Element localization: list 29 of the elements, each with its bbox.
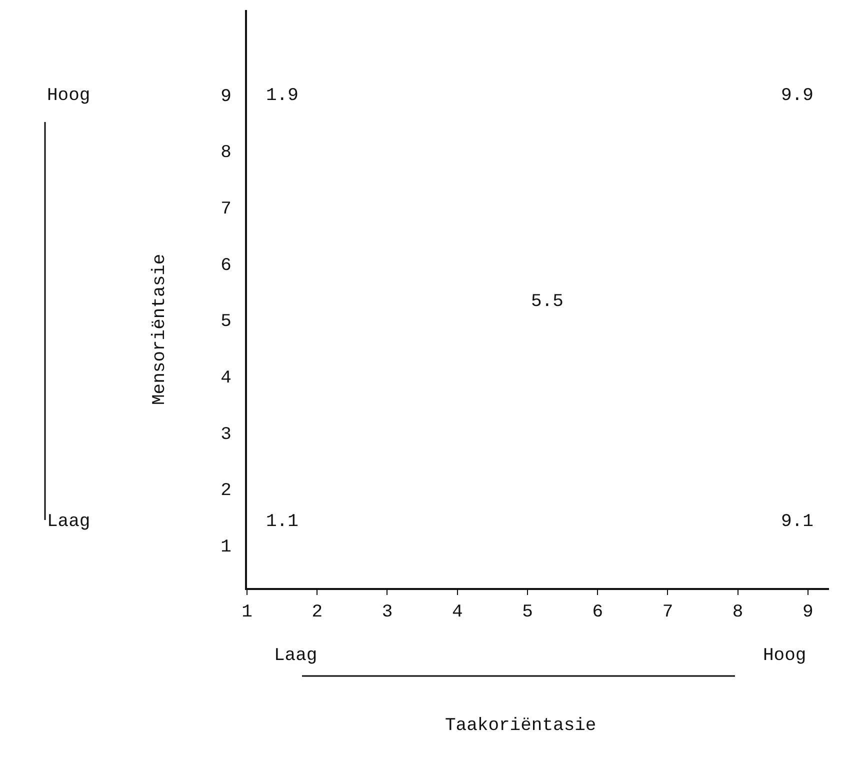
x-tick-label: 2 (312, 602, 323, 623)
y-tick-label: 9 (220, 86, 232, 107)
text: Hoog (47, 86, 90, 106)
x-tick-label: 6 (592, 602, 604, 623)
text: Laag (274, 646, 318, 666)
y-tick-label: 5 (220, 312, 232, 332)
y-tick-label: 2 (220, 481, 232, 502)
x-tick-label: 8 (732, 602, 744, 623)
y-tick-label: 7 (220, 199, 232, 220)
x-tick-label: 9 (802, 602, 814, 623)
annotation: 1.1 (266, 512, 298, 532)
x-tick-label: 1 (242, 602, 252, 623)
x-tick-label: 3 (382, 602, 393, 623)
y-tick-label: 1 (220, 537, 232, 558)
y-tick-label: 3 (220, 424, 232, 445)
annotation: 9.9 (781, 86, 814, 106)
annotation: 9.1 (781, 512, 814, 532)
annotation: 5.5 (531, 292, 564, 312)
annotation: 1.9 (266, 86, 298, 106)
x-tick-label: 7 (662, 602, 674, 623)
text: Laag (47, 512, 90, 532)
text: Hoog (763, 646, 806, 666)
x-tick-label: 5 (522, 602, 533, 623)
text: Taakoriëntasie (445, 716, 596, 736)
y-tick-label: 8 (220, 143, 232, 164)
x-tick-label: 4 (452, 602, 463, 623)
y-tick-label: 4 (220, 368, 232, 388)
y-tick-label: 6 (220, 256, 232, 276)
y-axis-title: Mensoriëntasie (150, 254, 170, 405)
